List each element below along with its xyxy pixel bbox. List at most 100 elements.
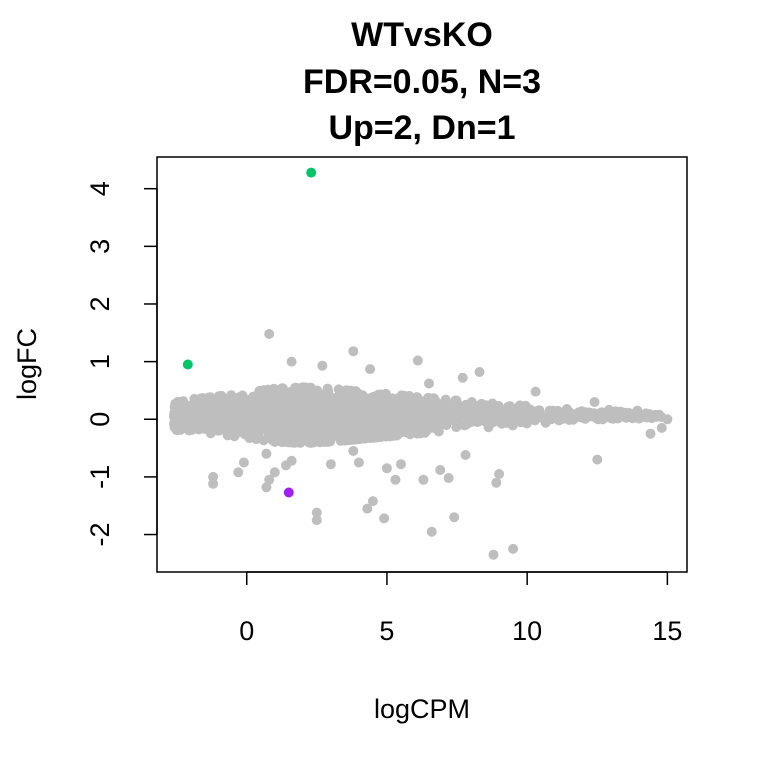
background-point (411, 426, 422, 437)
background-point (369, 432, 380, 443)
background-point (208, 471, 219, 482)
background-point (303, 434, 314, 445)
y-tick-label: 3 (85, 239, 115, 254)
background-point (472, 417, 483, 428)
background-point (395, 425, 405, 436)
background-point (238, 457, 249, 468)
background-point (274, 408, 285, 419)
background-point (311, 515, 322, 526)
background-point (365, 416, 376, 427)
background-point (614, 407, 625, 418)
background-point (555, 414, 566, 425)
background-point (403, 396, 414, 407)
background-point (379, 513, 390, 524)
y-tick-label: 4 (85, 181, 115, 196)
background-point (410, 405, 420, 416)
background-point (466, 397, 477, 407)
background-point (213, 401, 224, 412)
background-point (292, 407, 303, 418)
background-point (396, 459, 406, 470)
background-point (645, 428, 656, 439)
background-point (474, 367, 485, 377)
background-point (530, 386, 541, 397)
background-point (367, 496, 378, 507)
background-point (488, 549, 499, 560)
background-point (208, 478, 219, 489)
background-point (292, 427, 303, 438)
background-point (264, 408, 275, 419)
background-points (169, 329, 673, 560)
y-axis: -2 -1 0 1 2 3 4 (85, 181, 158, 547)
background-point (534, 405, 545, 416)
background-point (343, 435, 354, 445)
background-point (310, 416, 321, 427)
background-point (424, 378, 434, 389)
background-point (593, 412, 603, 423)
y-tick-label: -2 (85, 523, 115, 547)
background-point (374, 412, 385, 423)
background-point (222, 430, 233, 441)
background-point (205, 410, 216, 421)
background-point (322, 383, 333, 394)
background-point (269, 436, 280, 447)
y-tick-label: 2 (85, 296, 115, 311)
background-point (285, 400, 296, 411)
background-point (540, 417, 551, 428)
background-point (365, 364, 376, 375)
y-tick-label: -1 (85, 465, 115, 489)
background-point (510, 403, 521, 414)
background-point (278, 437, 289, 448)
x-tick-label: 5 (379, 616, 394, 646)
background-point (385, 402, 396, 413)
x-tick-label: 0 (239, 616, 254, 646)
background-point (460, 450, 471, 460)
background-point (443, 473, 454, 483)
background-point (325, 428, 335, 439)
x-tick-label: 15 (652, 616, 682, 646)
background-point (185, 403, 196, 414)
background-point (169, 418, 179, 429)
x-axis-label: logCPM (374, 694, 470, 724)
background-point (271, 424, 282, 435)
background-point (430, 422, 441, 433)
background-point (466, 410, 477, 421)
background-point (353, 457, 364, 468)
background-point (190, 395, 201, 406)
background-point (348, 346, 359, 357)
background-point (300, 382, 311, 393)
background-point (327, 399, 338, 409)
background-point (485, 402, 496, 413)
background-point (348, 411, 359, 422)
chart-title-line-2: FDR=0.05, N=3 (303, 63, 541, 101)
x-axis: 0 5 10 15 (239, 571, 682, 646)
x-tick-label: 10 (512, 616, 542, 646)
background-point (601, 408, 612, 419)
background-point (269, 467, 280, 478)
background-point (381, 463, 392, 474)
background-point (412, 355, 423, 366)
background-point (325, 459, 336, 470)
plot-frame (156, 156, 688, 573)
background-point (561, 404, 572, 414)
background-point (253, 429, 264, 440)
background-point (446, 402, 457, 413)
up-regulated-point (182, 359, 193, 370)
background-point (592, 454, 603, 465)
background-point (435, 465, 446, 475)
background-point (269, 394, 280, 405)
background-point (450, 414, 461, 425)
background-point (639, 412, 650, 422)
background-point (449, 512, 460, 523)
background-point (384, 431, 395, 442)
background-point (255, 407, 265, 418)
background-point (186, 412, 197, 423)
background-point (589, 397, 600, 407)
background-point (483, 422, 494, 433)
down-regulated-point (283, 487, 294, 498)
background-point (406, 414, 417, 425)
background-point (226, 407, 237, 418)
background-point (239, 429, 250, 440)
background-point (343, 421, 354, 432)
background-point (261, 448, 272, 459)
